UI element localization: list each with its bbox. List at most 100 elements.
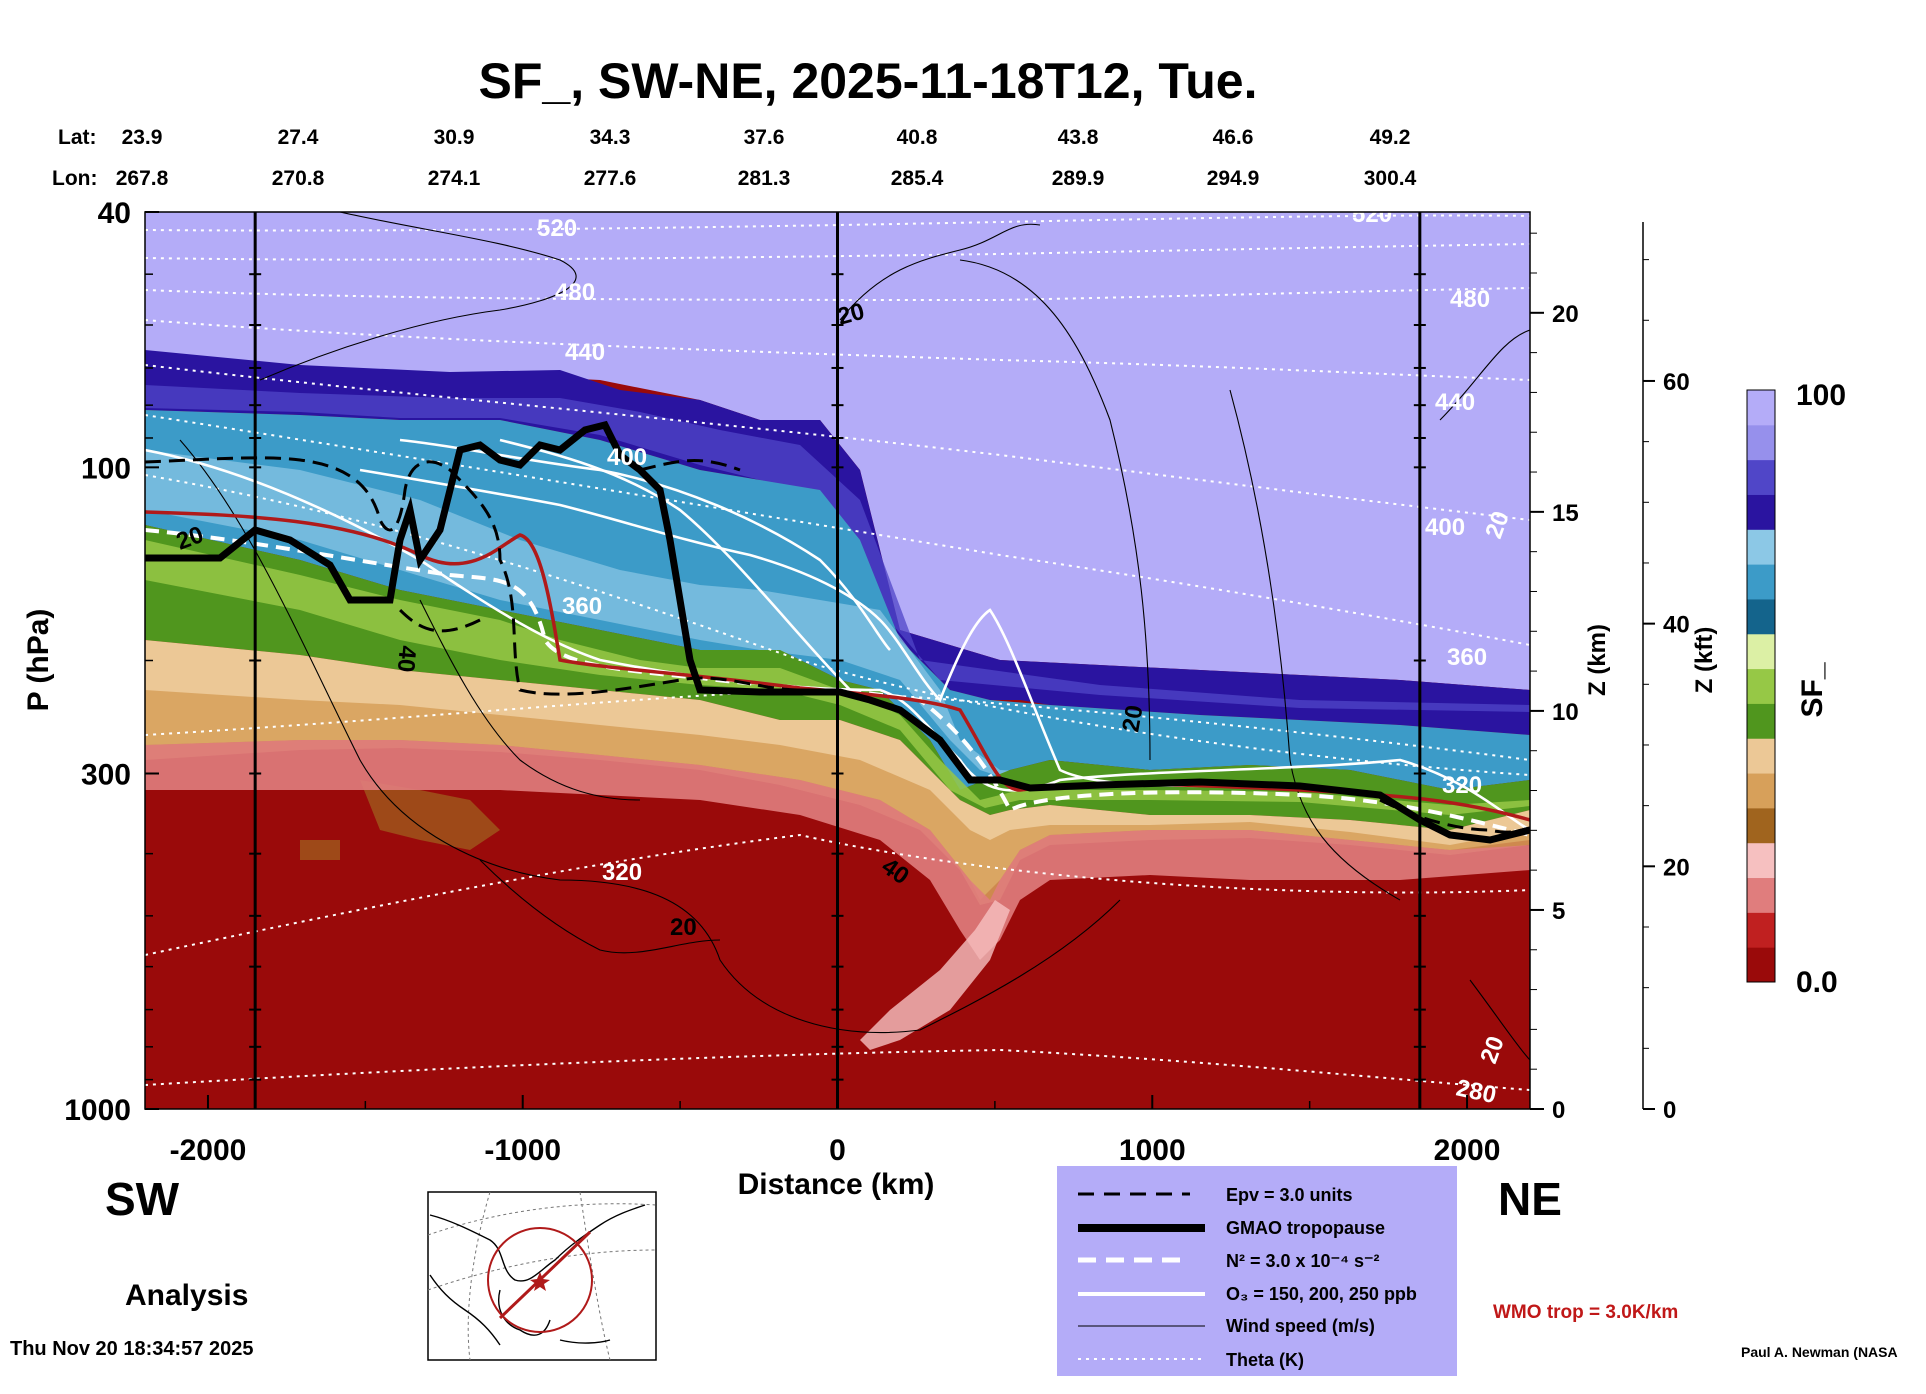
lat-label: Lat: bbox=[58, 126, 97, 149]
lon-value: 300.4 bbox=[1364, 167, 1417, 190]
inset-map-section-line bbox=[498, 1230, 592, 1320]
field-streak-pink bbox=[860, 900, 1010, 1050]
x-tick-label: -2000 bbox=[170, 1134, 247, 1167]
colorbar-segment bbox=[1747, 459, 1775, 495]
wind-contours bbox=[179, 212, 1530, 1061]
chart-title: SF_, SW-NE, 2025-11-18T12, Tue. bbox=[479, 53, 1258, 109]
lon-value: 270.8 bbox=[272, 167, 325, 190]
x-axis: -2000 -1000 0 1000 2000 bbox=[170, 1095, 1501, 1167]
y-tick-label: 1000 bbox=[64, 1094, 131, 1127]
legend-label-gmao: GMAO tropopause bbox=[1226, 1218, 1385, 1238]
legend-label-epv: Epv = 3.0 units bbox=[1226, 1185, 1353, 1205]
colorbar-tick-min: 0.0 bbox=[1796, 966, 1838, 999]
x-tick-label: 2000 bbox=[1434, 1134, 1501, 1167]
theta-label: 360 bbox=[562, 593, 602, 620]
theta-label: 400 bbox=[607, 444, 647, 471]
contour-labels: 520 480 440 400 360 320 480 440 400 360 … bbox=[173, 201, 1515, 1109]
x-tick-label: 1000 bbox=[1119, 1134, 1186, 1167]
inset-map-range-circle bbox=[487, 1227, 593, 1333]
colorbar-segment bbox=[1747, 529, 1775, 565]
colorbar-segment bbox=[1747, 807, 1775, 844]
y-axis: 40 100 300 1000 bbox=[64, 197, 159, 1127]
legend: Epv = 3.0 units GMAO tropopause N² = 3.0… bbox=[1057, 1166, 1457, 1376]
epv-contour bbox=[145, 456, 1530, 834]
wmo-trop-note: WMO trop = 3.0K/km bbox=[1493, 1302, 1678, 1323]
wind-label: 20 bbox=[670, 914, 697, 941]
y-tick-label: 300 bbox=[81, 758, 131, 791]
legend-label-n2: N² = 3.0 x 10⁻⁴ s⁻² bbox=[1226, 1251, 1379, 1271]
legend-label-wind: Wind speed (m/s) bbox=[1226, 1316, 1375, 1336]
direction-ne: NE bbox=[1498, 1173, 1562, 1225]
vertical-markers bbox=[249, 212, 1426, 1109]
wind-label: 40 bbox=[392, 644, 421, 673]
y-tick-label: 100 bbox=[81, 452, 131, 485]
lon-value: 277.6 bbox=[584, 167, 637, 190]
inset-map-coastline bbox=[429, 1204, 646, 1346]
direction-sw: SW bbox=[105, 1173, 180, 1225]
author-credit: Paul A. Newman (NASA bbox=[1741, 1344, 1898, 1360]
z-km-tick-label: 15 bbox=[1552, 500, 1579, 527]
lat-value: 46.6 bbox=[1213, 126, 1254, 149]
x-tick-label: -1000 bbox=[484, 1134, 561, 1167]
lat-value: 40.8 bbox=[897, 126, 938, 149]
timestamp: Thu Nov 20 18:34:57 2025 bbox=[10, 1338, 253, 1360]
x-tick-label: 0 bbox=[829, 1134, 846, 1167]
colorbar-segment bbox=[1747, 738, 1775, 774]
inset-map-center-star bbox=[530, 1272, 550, 1291]
x-axis-label: Distance (km) bbox=[738, 1168, 935, 1201]
lat-value: 43.8 bbox=[1058, 126, 1099, 149]
lat-lon-row: 23.9 27.4 30.9 34.3 37.6 40.8 43.8 46.6 49.2 267.… bbox=[116, 126, 1417, 190]
colorbar-segment bbox=[1747, 494, 1775, 530]
theta-label: 400 bbox=[1425, 514, 1465, 541]
theta-label: 440 bbox=[565, 339, 605, 366]
y-tick-label: 40 bbox=[98, 197, 131, 230]
colorbar-segment bbox=[1747, 947, 1775, 983]
z-km-axis: 0 5 10 15 20 bbox=[1530, 232, 1579, 1124]
colorbar-segment bbox=[1747, 564, 1775, 600]
z-kft-axis-label: Z (kft) bbox=[1691, 627, 1718, 694]
theta-label: 520 bbox=[1352, 201, 1392, 228]
colorbar-segment bbox=[1747, 633, 1775, 670]
z-km-tick-label: 20 bbox=[1552, 301, 1579, 328]
lon-label: Lon: bbox=[52, 167, 97, 190]
wind-label: 20 bbox=[1117, 703, 1148, 734]
colorbar-border bbox=[1746, 389, 1776, 983]
theta-label: 440 bbox=[1435, 389, 1475, 416]
y-axis-label: P (hPa) bbox=[22, 609, 55, 712]
colorbar-segment bbox=[1747, 668, 1775, 704]
z-kft-tick-label: 0 bbox=[1663, 1097, 1676, 1124]
z-kft-tick-label: 20 bbox=[1663, 854, 1690, 881]
field-band-violet bbox=[145, 212, 1530, 690]
theta-label: 360 bbox=[1447, 644, 1487, 671]
lon-value: 289.9 bbox=[1052, 167, 1105, 190]
colorbar-label: SF_ bbox=[1796, 662, 1829, 717]
z-km-tick-label: 10 bbox=[1552, 699, 1579, 726]
field-patch-brown bbox=[300, 780, 500, 860]
lon-value: 274.1 bbox=[428, 167, 481, 190]
theta-label: 520 bbox=[537, 215, 577, 242]
lat-value: 23.9 bbox=[122, 126, 163, 149]
inset-map-graticule bbox=[427, 1191, 657, 1361]
legend-label-ozone: O₃ = 150, 200, 250 ppb bbox=[1226, 1284, 1417, 1304]
z-kft-axis: 0 20 40 60 bbox=[1642, 222, 1690, 1124]
legend-background bbox=[1057, 1166, 1457, 1376]
z-kft-tick-label: 40 bbox=[1663, 612, 1690, 639]
field-band-indigo bbox=[145, 350, 1530, 735]
theta-label: 320 bbox=[602, 859, 642, 886]
colorbar-segment bbox=[1747, 424, 1775, 461]
lat-value: 37.6 bbox=[744, 126, 785, 149]
wmo-tropopause-line bbox=[145, 510, 1530, 822]
lat-value: 27.4 bbox=[278, 126, 319, 149]
theta-label: 480 bbox=[1450, 286, 1490, 313]
z-km-tick-label: 0 bbox=[1552, 1097, 1565, 1124]
colorbar-tick-max: 100 bbox=[1796, 379, 1846, 412]
legend-label-theta: Theta (K) bbox=[1226, 1350, 1304, 1370]
colorbar-segment bbox=[1747, 912, 1775, 948]
lat-value: 30.9 bbox=[434, 126, 475, 149]
colorbar-segment bbox=[1747, 842, 1775, 879]
lon-value: 281.3 bbox=[738, 167, 791, 190]
lat-value: 49.2 bbox=[1370, 126, 1411, 149]
colorbar-segment bbox=[1747, 773, 1775, 809]
lon-value: 294.9 bbox=[1207, 167, 1260, 190]
